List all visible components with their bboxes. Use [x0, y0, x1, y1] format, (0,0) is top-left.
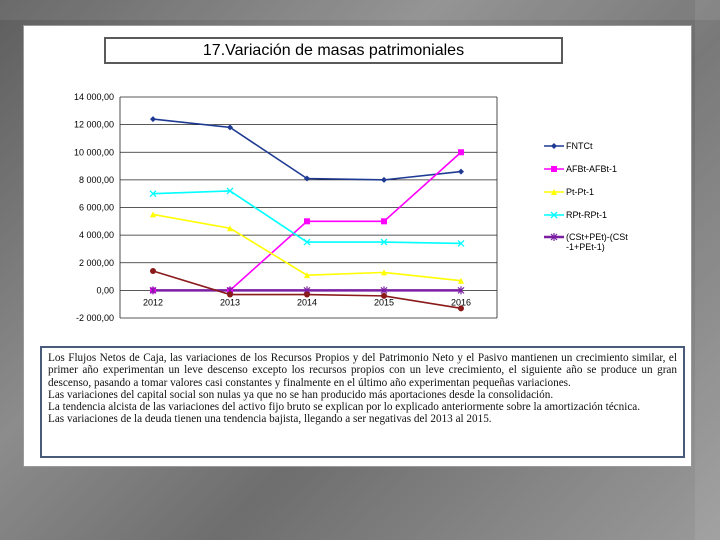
series-line-0 — [152, 118, 462, 181]
description-paragraph-4: Las variaciones de la deuda tienen una t… — [48, 413, 492, 426]
y-tick-label: 4 000,00 — [79, 230, 114, 240]
y-tick-label: 2 000,00 — [79, 258, 114, 268]
data-point — [551, 166, 557, 172]
data-point — [457, 239, 465, 247]
data-point — [458, 168, 464, 175]
y-tick-label: 14 000,00 — [74, 92, 114, 102]
data-point — [226, 187, 234, 195]
description-paragraph-1: Los Flujos Netos de Caja, las variacione… — [48, 352, 677, 389]
chart-legend: FNTCt AFBt-AFBt-1 Pt-Pt-1 RPt-RPt-1 (CSt+PEt… — [544, 141, 628, 252]
x-tick-label: 2016 — [451, 297, 471, 307]
y-tick-label: 12 000,00 — [74, 120, 114, 130]
data-point-stroke — [550, 211, 558, 219]
x-tick-label: 2014 — [297, 297, 317, 307]
x-tick-label: 2012 — [143, 297, 163, 307]
data-point — [150, 268, 156, 275]
y-tick-label: 8 000,00 — [79, 175, 114, 185]
data-point-stroke — [303, 238, 311, 246]
chart-title: 17.Variación de masas patrimoniales — [104, 37, 563, 64]
data-point — [303, 238, 311, 246]
data-point — [150, 116, 156, 123]
data-point — [457, 286, 465, 295]
line-chart: -2 000,00 0,00 2 000,00 4 000,00 6 000,00 8 0… — [74, 92, 628, 323]
data-point — [381, 292, 387, 299]
y-tick-label: 10 000,00 — [74, 147, 114, 157]
data-point — [304, 272, 310, 279]
series-lines — [152, 118, 462, 310]
data-point — [381, 218, 387, 225]
background-band-right — [695, 0, 720, 540]
chart-description: Los Flujos Netos de Caja, las variacione… — [40, 346, 685, 458]
legend-label: RPt-RPt-1 — [566, 210, 607, 220]
data-point — [304, 291, 310, 298]
legend-entry: AFBt-AFBt-1 — [544, 164, 617, 174]
legend-label: AFBt-AFBt-1 — [566, 164, 617, 174]
series-markers — [149, 116, 465, 312]
data-point — [227, 291, 233, 298]
data-point — [550, 233, 558, 241]
data-point — [381, 176, 387, 183]
legend-entry: FNTCt — [544, 141, 593, 151]
data-point-stroke — [380, 238, 388, 246]
data-point — [227, 225, 233, 232]
legend-label: (CSt+PEt)-(CSt -1+PEt-1) — [566, 232, 628, 252]
description-paragraph-3: La tendencia alcista de las variaciones … — [48, 401, 641, 414]
background-band-top — [0, 0, 720, 20]
chart-gridlines — [119, 96, 498, 319]
data-point — [458, 149, 464, 156]
data-point — [550, 211, 558, 219]
series-line-3 — [152, 190, 462, 245]
data-point — [551, 143, 557, 149]
x-tick-label: 2015 — [374, 297, 394, 307]
data-point-stroke — [149, 190, 157, 198]
data-point — [380, 238, 388, 246]
series-line-2 — [152, 213, 462, 282]
legend-label: FNTCt — [566, 141, 593, 151]
data-point — [381, 269, 387, 276]
legend-label: Pt-Pt-1 — [566, 187, 594, 197]
description-paragraph-2: Las variaciones del capital social son n… — [48, 388, 554, 401]
y-axis-labels: -2 000,00 0,00 2 000,00 4 000,00 6 000,00 8 0… — [74, 92, 114, 323]
data-point — [458, 305, 464, 312]
data-point — [304, 175, 310, 182]
data-point — [227, 124, 233, 131]
x-axis-labels: 2012 2013 2014 2015 2016 — [143, 297, 471, 307]
data-point — [149, 190, 157, 198]
y-tick-label: -2 000,00 — [76, 313, 114, 323]
legend-entry: Pt-Pt-1 — [544, 187, 594, 197]
y-tick-label: 0,00 — [96, 285, 114, 295]
legend-entry: (CSt+PEt)-(CSt -1+PEt-1) — [544, 232, 628, 252]
y-tick-label: 6 000,00 — [79, 203, 114, 213]
data-point-stroke — [457, 239, 465, 247]
data-point — [304, 218, 310, 225]
data-point — [551, 189, 557, 195]
data-point-stroke — [226, 187, 234, 195]
legend-entry: RPt-RPt-1 — [544, 210, 607, 220]
data-point — [149, 286, 157, 295]
data-point — [458, 277, 464, 284]
data-point — [150, 211, 156, 218]
x-tick-label: 2013 — [220, 297, 240, 307]
